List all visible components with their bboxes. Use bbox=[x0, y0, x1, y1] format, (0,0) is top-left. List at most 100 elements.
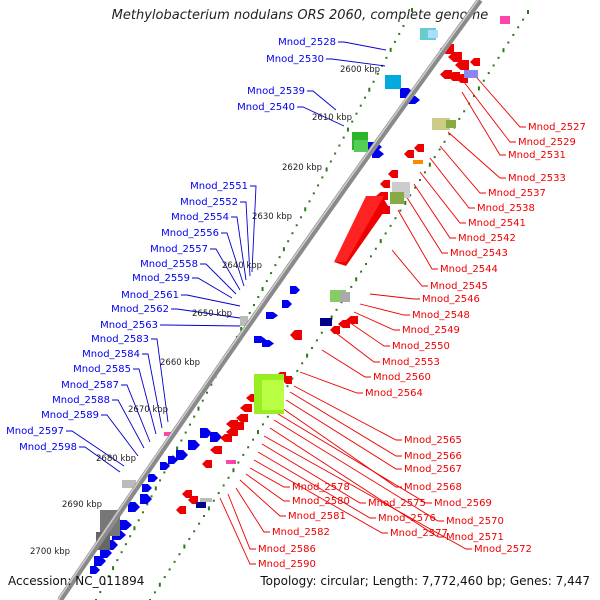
forward-gene bbox=[100, 548, 112, 558]
label-leader bbox=[257, 451, 376, 519]
reverse-gene-label: Mnod_2566 bbox=[404, 451, 462, 462]
label-leader bbox=[345, 319, 390, 347]
label-leader bbox=[419, 171, 466, 224]
label-leader bbox=[461, 91, 506, 156]
outer-tick bbox=[317, 184, 320, 187]
reverse-gene bbox=[290, 330, 302, 340]
scale-labels: 2600 kbp 2610 kbp 2620 kbp 2630 kbp 2640 kbp… bbox=[30, 65, 380, 557]
label-leader bbox=[277, 413, 432, 504]
label-leader bbox=[250, 185, 257, 273]
inner-tick bbox=[355, 277, 358, 282]
reverse-gene-label: Mnod_2581 bbox=[288, 511, 346, 522]
inner-tick bbox=[379, 239, 382, 244]
forward-gene bbox=[94, 556, 106, 566]
inner-tick bbox=[198, 522, 201, 525]
forward-gene bbox=[282, 300, 292, 308]
reverse-gene bbox=[236, 414, 248, 422]
map-title: Methylobacterium nodulans ORS 2060, comp… bbox=[111, 8, 489, 23]
reverse-gene bbox=[464, 70, 478, 78]
inner-tick bbox=[369, 255, 372, 258]
inner-tick bbox=[340, 301, 343, 304]
reverse-gene bbox=[470, 58, 480, 66]
inner-tick bbox=[512, 33, 515, 36]
reverse-gene bbox=[346, 316, 358, 324]
outer-tick bbox=[312, 192, 315, 195]
scale-label: 2640 kbp bbox=[222, 261, 262, 271]
outer-tick bbox=[120, 551, 123, 554]
forward-gene bbox=[128, 502, 140, 512]
label-leader bbox=[133, 368, 157, 435]
forward-gene bbox=[290, 286, 300, 294]
forward-gene bbox=[168, 456, 178, 464]
forward-gene bbox=[90, 566, 100, 574]
label-leader bbox=[269, 427, 444, 538]
scale-label: 2670 kbp bbox=[128, 405, 168, 415]
outer-tick bbox=[334, 152, 337, 155]
inner-tick bbox=[217, 492, 220, 495]
label-leader bbox=[112, 399, 145, 449]
outer-tick bbox=[163, 471, 166, 474]
inner-tick bbox=[360, 270, 363, 273]
reverse-gene bbox=[330, 326, 340, 334]
inner-tick bbox=[296, 369, 299, 372]
forward-gene-label: Mnod_2551 bbox=[190, 181, 248, 192]
outer-tick bbox=[364, 96, 367, 99]
reverse-gene-label: Mnod_2546 bbox=[422, 294, 480, 305]
reverse-gene bbox=[226, 420, 238, 428]
label-leader bbox=[79, 446, 121, 473]
outer-tick bbox=[338, 144, 341, 147]
inner-tick bbox=[507, 41, 510, 44]
forward-gene-labels: Mnod_2528 Mnod_2530 Mnod_2539 Mnod_2540 Mnod… bbox=[6, 37, 336, 453]
forward-gene bbox=[142, 484, 152, 492]
reverse-gene-label: Mnod_2572 bbox=[474, 544, 532, 555]
forward-gene-label: Mnod_2561 bbox=[121, 290, 179, 301]
inner-tick bbox=[473, 95, 475, 97]
forward-gene bbox=[176, 450, 188, 460]
label-leader bbox=[227, 493, 256, 550]
inner-tick bbox=[183, 544, 186, 549]
outer-tick bbox=[411, 8, 413, 12]
outer-tick bbox=[150, 495, 153, 498]
forward-gene bbox=[122, 480, 136, 488]
inner-tick bbox=[487, 72, 490, 75]
inner-tick bbox=[257, 430, 259, 434]
inner-tick bbox=[252, 438, 255, 441]
inner-tick bbox=[315, 339, 318, 342]
label-leader bbox=[219, 497, 256, 565]
inner-tick bbox=[153, 591, 156, 594]
label-leader bbox=[413, 183, 456, 239]
forward-gene bbox=[140, 494, 152, 504]
outer-tick bbox=[197, 406, 200, 411]
scale-label: 2660 kbp bbox=[160, 358, 200, 368]
outer-tick bbox=[240, 326, 243, 331]
forward-gene bbox=[266, 312, 278, 319]
reverse-gene bbox=[202, 460, 212, 468]
label-leader bbox=[235, 487, 270, 533]
forward-gene-label: Mnod_2540 bbox=[237, 102, 295, 113]
forward-gene-label: Mnod_2588 bbox=[52, 395, 110, 406]
forward-gene bbox=[118, 520, 132, 530]
reverse-gene bbox=[200, 498, 212, 502]
reverse-gene-labels: Mnod_2527 Mnod_2529 Mnod_2531 Mnod_2533 Mnod… bbox=[258, 122, 586, 570]
outer-tick bbox=[342, 136, 345, 139]
reverse-gene-label: Mnod_2550 bbox=[392, 341, 450, 352]
reverse-gene-label: Mnod_2578 bbox=[292, 482, 350, 493]
outer-tick bbox=[355, 112, 358, 115]
inner-tick bbox=[399, 209, 402, 212]
outer-tick bbox=[129, 535, 132, 538]
reverse-gene bbox=[446, 120, 456, 128]
scale-label: 2630 kbp bbox=[252, 212, 292, 222]
label-leader bbox=[263, 435, 472, 550]
label-leader bbox=[200, 263, 237, 295]
inner-tick bbox=[419, 179, 421, 181]
forward-gene-label: Mnod_2583 bbox=[91, 334, 149, 345]
label-leader bbox=[429, 157, 475, 209]
outer-tick bbox=[265, 280, 268, 283]
label-leader bbox=[289, 391, 402, 457]
outer-tick bbox=[329, 160, 332, 163]
reverse-gene bbox=[388, 170, 398, 178]
label-leader bbox=[101, 414, 139, 457]
reverse-gene-label: Mnod_2580 bbox=[292, 496, 350, 507]
outer-tick bbox=[99, 591, 102, 594]
outer-tick bbox=[282, 247, 285, 252]
